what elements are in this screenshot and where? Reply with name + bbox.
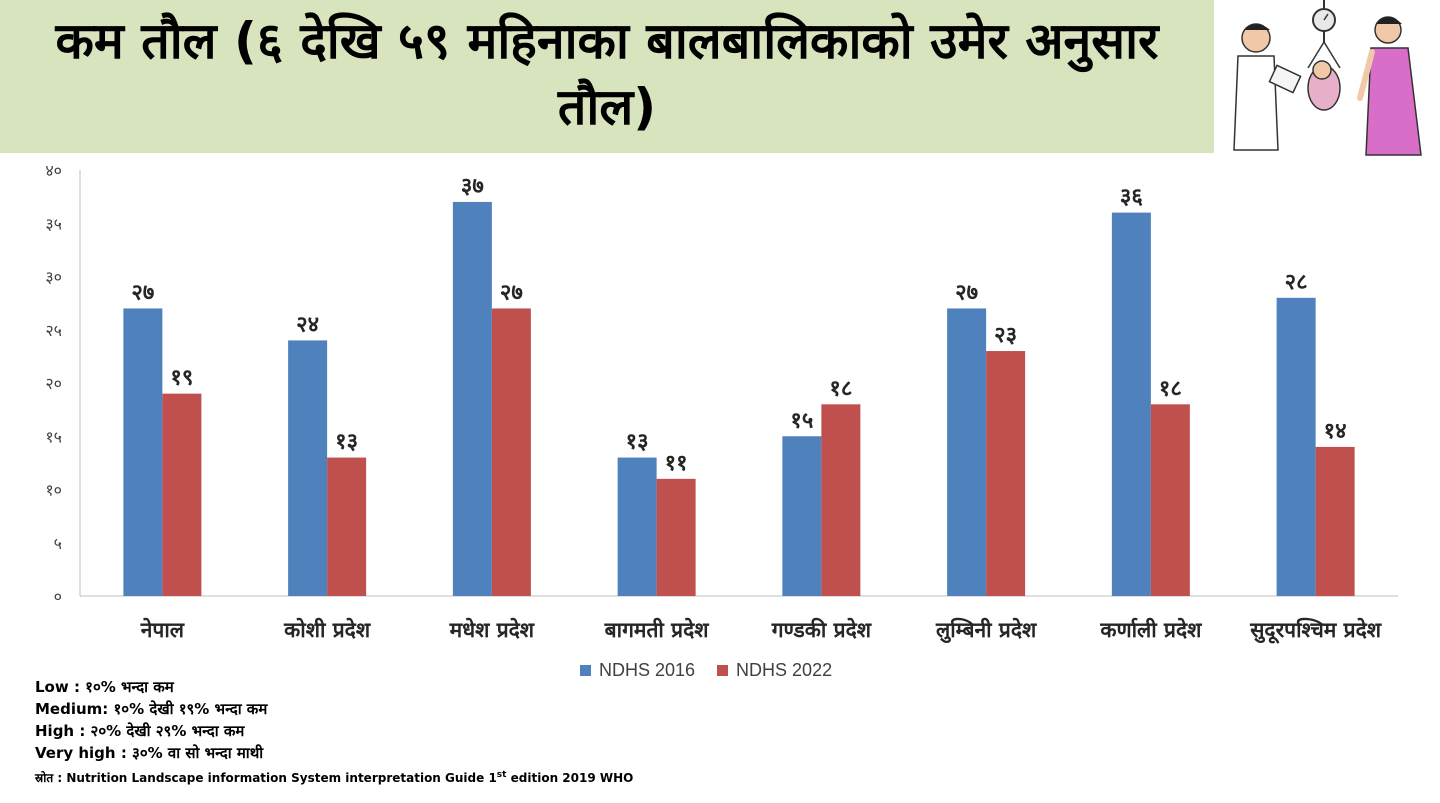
legend-item-2022: NDHS 2022: [717, 660, 832, 681]
legend-swatch-2022: [717, 665, 729, 676]
y-tick-label: २०: [45, 374, 62, 393]
x-tick-label: कोशी प्रदेश: [283, 617, 371, 642]
data-label: १३: [626, 430, 649, 455]
data-label: ३७: [461, 174, 484, 199]
y-tick-label: २५: [45, 321, 62, 340]
data-label: २७: [500, 280, 523, 305]
x-tick-label: मधेश प्रदेश: [449, 617, 535, 642]
data-label: ३६: [1120, 185, 1143, 210]
bar-ndhs2022: [821, 404, 861, 596]
bar-ndhs2022: [986, 351, 1026, 596]
title-band: कम तौल (६ देखि ५९ महिनाका बालबालिकाको उम…: [0, 0, 1214, 153]
bar-ndhs2016: [782, 436, 822, 596]
legend-swatch-2016: [580, 665, 591, 676]
bar-ndhs2022: [1315, 446, 1355, 596]
y-tick-label: ३०: [45, 268, 62, 287]
data-label: १५: [790, 408, 813, 433]
note-very-high: Very high : ३०% वा सो भन्दा माथी: [35, 744, 264, 762]
bar-ndhs2022: [491, 308, 531, 596]
bar-ndhs2016: [1111, 212, 1151, 596]
data-label: २८: [1285, 270, 1308, 295]
health-worker-weighing-child-illustration: [1216, 0, 1440, 158]
data-label: ११: [665, 451, 688, 476]
bar-ndhs2022: [656, 478, 696, 596]
source-note: स्रोत : Nutrition Landscape information …: [35, 764, 633, 789]
source-superscript: st: [496, 770, 507, 780]
data-label: १९: [170, 366, 193, 391]
source-tail: edition 2019 WHO: [506, 771, 634, 785]
bar-ndhs2016: [947, 308, 987, 596]
bar-ndhs2016: [617, 457, 657, 596]
y-tick-label: ४०: [45, 161, 62, 180]
x-tick-label: कर्णाली प्रदेश: [1099, 617, 1202, 642]
data-label: १४: [1324, 419, 1347, 444]
bar-ndhs2016: [1276, 297, 1316, 596]
data-label: २७: [131, 280, 154, 305]
x-tick-label: नेपाल: [140, 617, 185, 642]
source-label: स्रोत :: [35, 771, 63, 785]
x-tick-label: लुम्बिनी प्रदेश: [935, 617, 1037, 644]
data-label: १८: [829, 376, 852, 401]
legend-label-2022: NDHS 2022: [736, 660, 833, 680]
y-tick-label: ०: [54, 587, 62, 606]
data-label: २४: [296, 312, 319, 337]
y-tick-label: ३५: [45, 214, 62, 233]
data-label: १८: [1159, 376, 1182, 401]
x-tick-label: गण्डकी प्रदेश: [771, 617, 872, 642]
x-tick-label: सुदूरपश्चिम प्रदेश: [1249, 617, 1382, 644]
y-tick-label: १०: [45, 481, 62, 500]
data-label: २७: [955, 280, 978, 305]
note-medium: Medium: १०% देखी १९% भन्दा कम: [35, 700, 268, 718]
bar-ndhs2022: [162, 393, 202, 596]
data-label: १३: [335, 430, 358, 455]
bar-chart: ० ५ १० १५ २० २५ ३० ३५ ४० २७ १९ नेपाल २४ १३ कोशी प्रदेश…: [45, 161, 1398, 644]
legend-item-2016: NDHS 2016: [580, 660, 695, 681]
legend-label-2016: NDHS 2016: [599, 660, 696, 680]
x-tick-label: बागमती प्रदेश: [604, 617, 710, 642]
bar-ndhs2022: [1150, 404, 1190, 596]
note-high: High : २०% देखी २९% भन्दा कम: [35, 722, 245, 740]
bar-ndhs2016: [452, 201, 492, 596]
classification-notes: Low : १०% भन्दा कम Medium: १०% देखी १९% …: [35, 676, 633, 789]
y-tick-label: १५: [45, 427, 62, 446]
page-title: कम तौल (६ देखि ५९ महिनाका बालबालिकाको उम…: [55, 12, 1159, 136]
y-tick-label: ५: [54, 534, 62, 553]
bar-ndhs2022: [327, 457, 367, 596]
source-text: Nutrition Landscape information System i…: [66, 771, 497, 785]
note-low: Low : १०% भन्दा कम: [35, 678, 174, 696]
data-label: २३: [994, 323, 1017, 348]
chart-legend: NDHS 2016 NDHS 2022: [580, 660, 832, 681]
bar-ndhs2016: [288, 340, 328, 596]
bar-ndhs2016: [123, 308, 163, 596]
